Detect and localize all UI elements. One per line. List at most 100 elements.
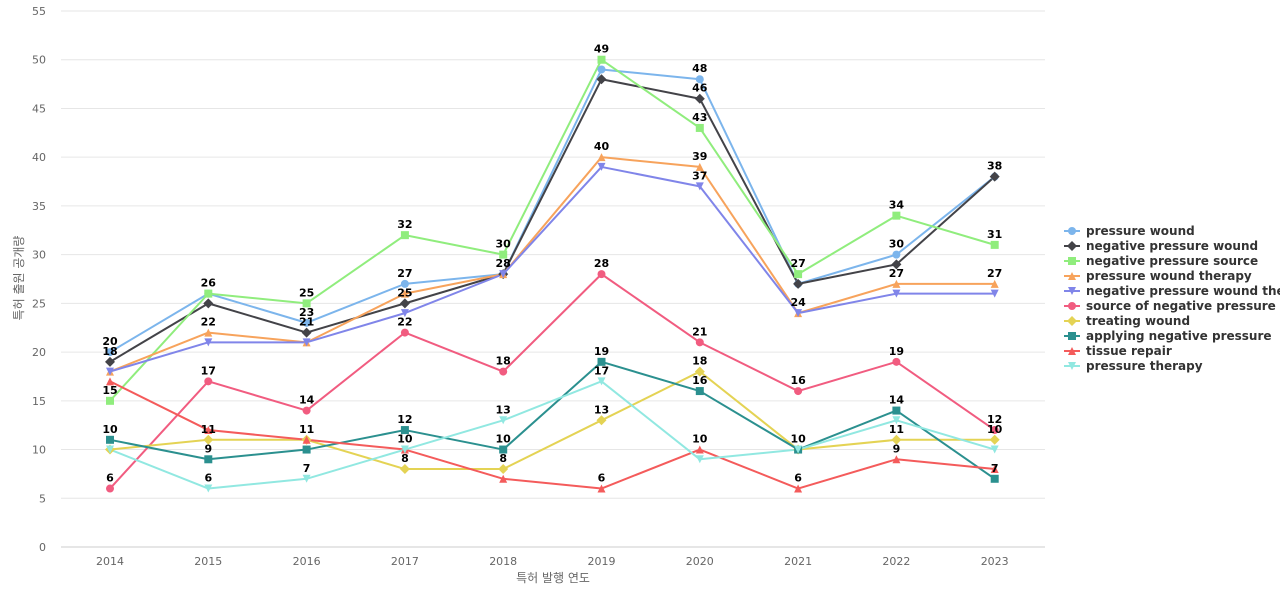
legend-item[interactable]: source of negative pressure bbox=[1064, 299, 1276, 313]
data-point bbox=[106, 435, 114, 444]
data-point bbox=[695, 162, 704, 171]
series-line bbox=[109, 58, 995, 402]
data-point bbox=[892, 250, 901, 259]
data-point bbox=[106, 396, 114, 405]
y-tick-label: 20 bbox=[32, 346, 46, 359]
legend-label: treating wound bbox=[1086, 314, 1190, 328]
data-point bbox=[892, 416, 901, 425]
data-label: 6 bbox=[204, 472, 212, 485]
data-point bbox=[302, 445, 311, 454]
data-point bbox=[204, 289, 213, 298]
data-label: 23 bbox=[299, 306, 314, 319]
data-label: 34 bbox=[889, 199, 905, 212]
data-point bbox=[302, 299, 311, 308]
data-label: 40 bbox=[594, 140, 610, 153]
data-point bbox=[204, 377, 213, 386]
data-label: 11 bbox=[201, 423, 216, 436]
legend-item[interactable]: tissue repair bbox=[1064, 344, 1172, 358]
data-label: 10 bbox=[987, 423, 1003, 436]
data-point bbox=[794, 484, 803, 493]
data-point bbox=[695, 455, 704, 464]
y-tick-label: 45 bbox=[32, 102, 46, 115]
y-tick-label: 35 bbox=[32, 200, 46, 213]
data-point bbox=[597, 357, 606, 366]
data-label: 17 bbox=[201, 364, 216, 377]
legend-marker bbox=[1068, 227, 1076, 235]
data-label: 21 bbox=[299, 316, 314, 329]
series-line bbox=[109, 68, 996, 353]
data-point bbox=[695, 182, 704, 191]
data-point bbox=[695, 123, 704, 132]
data-point bbox=[695, 445, 704, 454]
legend-marker bbox=[1067, 241, 1077, 251]
data-point bbox=[499, 474, 508, 483]
data-label: 24 bbox=[790, 296, 806, 309]
data-label: 26 bbox=[201, 277, 217, 290]
data-point bbox=[596, 74, 607, 85]
data-label: 12 bbox=[397, 413, 412, 426]
data-label: 8 bbox=[499, 452, 507, 465]
series-line bbox=[109, 380, 995, 490]
y-axis-ticks: 0 5 10 15 20 25 30 35 40 45 50 55 bbox=[32, 5, 46, 554]
data-point bbox=[499, 367, 508, 376]
data-label: 14 bbox=[889, 394, 905, 407]
data-label: 25 bbox=[397, 286, 412, 299]
data-label: 27 bbox=[790, 257, 805, 270]
data-label: 28 bbox=[594, 257, 609, 270]
data-label: 18 bbox=[496, 355, 511, 368]
x-tick-label: 2019 bbox=[588, 555, 616, 568]
data-point bbox=[400, 279, 409, 288]
legend-label: tissue repair bbox=[1086, 344, 1172, 358]
data-point bbox=[892, 289, 901, 298]
data-point bbox=[891, 434, 902, 445]
legend-item[interactable]: pressure wound bbox=[1064, 224, 1195, 238]
data-point bbox=[597, 65, 606, 74]
data-point bbox=[990, 240, 999, 249]
data-label: 48 bbox=[692, 62, 707, 75]
data-point bbox=[990, 426, 999, 435]
x-axis-title: 특허 발행 연도 bbox=[516, 570, 590, 585]
data-label: 16 bbox=[692, 374, 708, 387]
data-point bbox=[794, 387, 803, 396]
legend-label: negative pressure source bbox=[1086, 254, 1258, 268]
legend-marker bbox=[1068, 302, 1076, 310]
data-label: 19 bbox=[594, 345, 609, 358]
x-tick-label: 2014 bbox=[96, 555, 124, 568]
data-point bbox=[990, 279, 999, 288]
data-label: 14 bbox=[299, 394, 315, 407]
y-tick-label: 30 bbox=[32, 249, 46, 262]
data-label: 49 bbox=[594, 43, 609, 56]
data-point bbox=[400, 289, 409, 298]
data-point bbox=[106, 445, 114, 454]
x-axis-ticks: 2014 2015 2016 2017 2018 2019 2020 2021 2022 2023 bbox=[96, 555, 1009, 568]
data-point bbox=[794, 270, 803, 279]
legend-item[interactable]: pressure wound therapy bbox=[1064, 269, 1252, 283]
legend-label: negative pressure wound the... bbox=[1086, 284, 1280, 298]
data-label: 13 bbox=[496, 403, 511, 416]
data-label: 27 bbox=[987, 267, 1002, 280]
y-tick-label: 40 bbox=[32, 151, 46, 164]
data-point bbox=[498, 464, 509, 475]
series-line bbox=[109, 370, 995, 471]
series-line bbox=[109, 273, 996, 490]
data-point bbox=[400, 231, 409, 240]
legend-item[interactable]: negative pressure wound the... bbox=[1064, 284, 1280, 298]
legend-item[interactable]: applying negative pressure bbox=[1064, 329, 1272, 343]
data-point bbox=[892, 357, 901, 366]
legend-item[interactable]: negative pressure source bbox=[1064, 254, 1258, 268]
data-point bbox=[695, 75, 704, 84]
data-point bbox=[399, 464, 410, 475]
data-point bbox=[204, 484, 213, 493]
legend-item[interactable]: pressure therapy bbox=[1064, 359, 1203, 373]
x-tick-label: 2023 bbox=[981, 555, 1009, 568]
legend-item[interactable]: negative pressure wound bbox=[1064, 239, 1258, 253]
data-point bbox=[106, 377, 114, 386]
data-label: 10 bbox=[397, 433, 413, 446]
data-point bbox=[989, 171, 1000, 182]
data-label: 9 bbox=[893, 442, 901, 455]
legend-item[interactable]: treating wound bbox=[1064, 314, 1190, 328]
data-labels: 2018156102622171196252321141173227252212… bbox=[102, 43, 1002, 485]
data-point bbox=[892, 406, 901, 415]
legend-marker bbox=[1068, 257, 1076, 265]
data-label: 37 bbox=[692, 169, 707, 182]
